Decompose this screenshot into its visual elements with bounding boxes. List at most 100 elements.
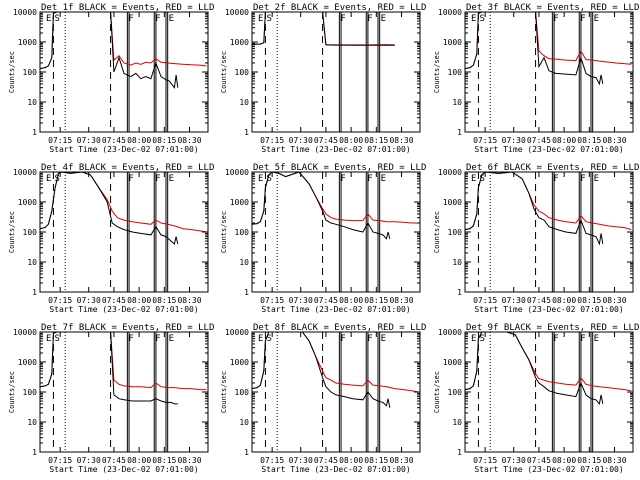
event-marker-label: E — [169, 334, 174, 344]
y-tick-label: 1000 — [443, 198, 462, 207]
y-tick-label: 1 — [32, 288, 37, 297]
panel-title: Det 9f BLACK = Events, RED = LLD — [466, 323, 639, 333]
event-marker-label: F — [553, 174, 558, 184]
x-tick-label: 07:30 — [289, 136, 313, 145]
y-axis-label: Counts/sec — [8, 371, 16, 413]
y-tick-label: 10 — [239, 258, 249, 267]
panel-title: Det 3f BLACK = Events, RED = LLD — [466, 3, 639, 13]
event-marker-label: F — [580, 334, 585, 344]
y-tick-label: 1000 — [443, 358, 462, 367]
event-marker-label: E — [258, 174, 263, 184]
x-tick-label: 08:30 — [389, 136, 413, 145]
y-tick-label: 1 — [244, 128, 249, 137]
event-marker-label: E — [46, 334, 51, 344]
x-axis-label: Start Time (23-Dec-02 07:01:00) — [49, 465, 198, 474]
x-tick-label: 07:15 — [48, 296, 72, 305]
series-line-events — [40, 172, 179, 245]
x-tick-label: 07:15 — [473, 136, 497, 145]
event-marker-label: F — [367, 174, 372, 184]
x-axis-label: Start Time (23-Dec-02 07:01:00) — [261, 145, 410, 154]
series-line-events — [40, 332, 178, 405]
detector-panel: 1 10 100 1000 10000 07:15 07:30 07:45 08:00 08:15… — [220, 163, 426, 314]
event-marker-label: E — [46, 174, 51, 184]
event-marker-label: E — [471, 334, 476, 344]
x-tick-label: 07:30 — [502, 456, 526, 465]
x-tick-label: 07:15 — [260, 296, 284, 305]
event-marker-label: F — [553, 334, 558, 344]
panel-data — [465, 172, 632, 292]
x-tick-label: 08:15 — [152, 296, 176, 305]
y-tick-label: 1 — [32, 128, 37, 137]
series-line-events — [465, 332, 604, 406]
x-tick-label: 07:45 — [102, 296, 126, 305]
event-marker-label: F — [553, 14, 558, 24]
panel-data — [252, 332, 419, 452]
y-tick-label: 10000 — [225, 328, 249, 337]
x-tick-label: 08:15 — [152, 456, 176, 465]
x-tick-label: 07:45 — [314, 136, 338, 145]
series-line-events — [465, 12, 604, 86]
x-tick-label: 08:30 — [177, 136, 201, 145]
y-tick-label: 10000 — [438, 328, 462, 337]
series-line-events — [252, 172, 391, 240]
y-tick-label: 1000 — [18, 358, 37, 367]
panel-title: Det 1f BLACK = Events, RED = LLD — [41, 3, 214, 13]
y-axis-label: Counts/sec — [220, 51, 228, 93]
event-marker-label: S — [54, 334, 59, 344]
x-tick-label: 07:30 — [289, 296, 313, 305]
y-tick-label: 100 — [23, 228, 38, 237]
x-tick-label: 08:00 — [552, 456, 576, 465]
event-marker-label: E — [381, 334, 386, 344]
event-marker-label: E — [169, 14, 174, 24]
y-tick-label: 100 — [23, 388, 38, 397]
event-marker-label: E — [471, 14, 476, 24]
panel-data — [465, 332, 632, 452]
x-tick-label: 07:45 — [527, 136, 551, 145]
panel-title: Det 8f BLACK = Events, RED = LLD — [253, 323, 426, 333]
y-tick-label: 100 — [23, 68, 38, 77]
panel-title: Det 4f BLACK = Events, RED = LLD — [41, 163, 214, 173]
y-axis-label: Counts/sec — [433, 51, 441, 93]
y-axis-label: Counts/sec — [8, 211, 16, 253]
x-tick-label: 08:15 — [364, 296, 388, 305]
event-marker-label: F — [580, 14, 585, 24]
panel-title: Det 7f BLACK = Events, RED = LLD — [41, 323, 214, 333]
y-tick-label: 1 — [457, 448, 462, 457]
x-tick-label: 08:15 — [364, 136, 388, 145]
detector-panel: 1 10 100 1000 10000 07:15 07:30 07:45 08:00 08:15… — [433, 163, 639, 314]
x-tick-label: 07:30 — [77, 456, 101, 465]
event-marker-label: E — [258, 14, 263, 24]
x-tick-label: 08:30 — [389, 296, 413, 305]
x-axis-label: Start Time (23-Dec-02 07:01:00) — [474, 145, 623, 154]
x-tick-label: 07:45 — [527, 296, 551, 305]
y-tick-label: 10000 — [225, 8, 249, 17]
panel-title: Det 2f BLACK = Events, RED = LLD — [253, 3, 426, 13]
y-tick-label: 10 — [27, 98, 37, 107]
detector-panel: 1 10 100 1000 10000 07:15 07:30 07:45 08:00 08:15… — [8, 3, 214, 154]
series-line-events — [40, 12, 179, 89]
y-tick-label: 10 — [239, 98, 249, 107]
y-tick-label: 1000 — [18, 198, 37, 207]
x-tick-label: 07:30 — [77, 136, 101, 145]
y-tick-label: 100 — [448, 388, 463, 397]
event-marker-label: E — [381, 174, 386, 184]
detector-panel: 1 10 100 1000 10000 07:15 07:30 07:45 08:00 08:15… — [433, 3, 639, 154]
y-tick-label: 1 — [457, 128, 462, 137]
x-tick-label: 07:30 — [502, 296, 526, 305]
y-tick-label: 10000 — [438, 168, 462, 177]
event-marker-label: S — [479, 14, 484, 24]
detector-panel: 1 10 100 1000 10000 07:15 07:30 07:45 08:00 08:15… — [8, 163, 214, 314]
x-tick-label: 07:30 — [77, 296, 101, 305]
x-tick-label: 07:45 — [102, 456, 126, 465]
y-tick-label: 1000 — [443, 38, 462, 47]
event-marker-label: F — [128, 174, 133, 184]
x-tick-label: 08:30 — [177, 456, 201, 465]
event-marker-label: F — [580, 174, 585, 184]
event-marker-label: S — [479, 174, 484, 184]
y-tick-label: 100 — [448, 68, 463, 77]
event-marker-label: E — [258, 334, 263, 344]
event-marker-label: S — [266, 14, 271, 24]
x-tick-label: 08:15 — [577, 296, 601, 305]
detector-panel: 1 10 100 1000 10000 07:15 07:30 07:45 08:00 08:15… — [220, 3, 426, 154]
